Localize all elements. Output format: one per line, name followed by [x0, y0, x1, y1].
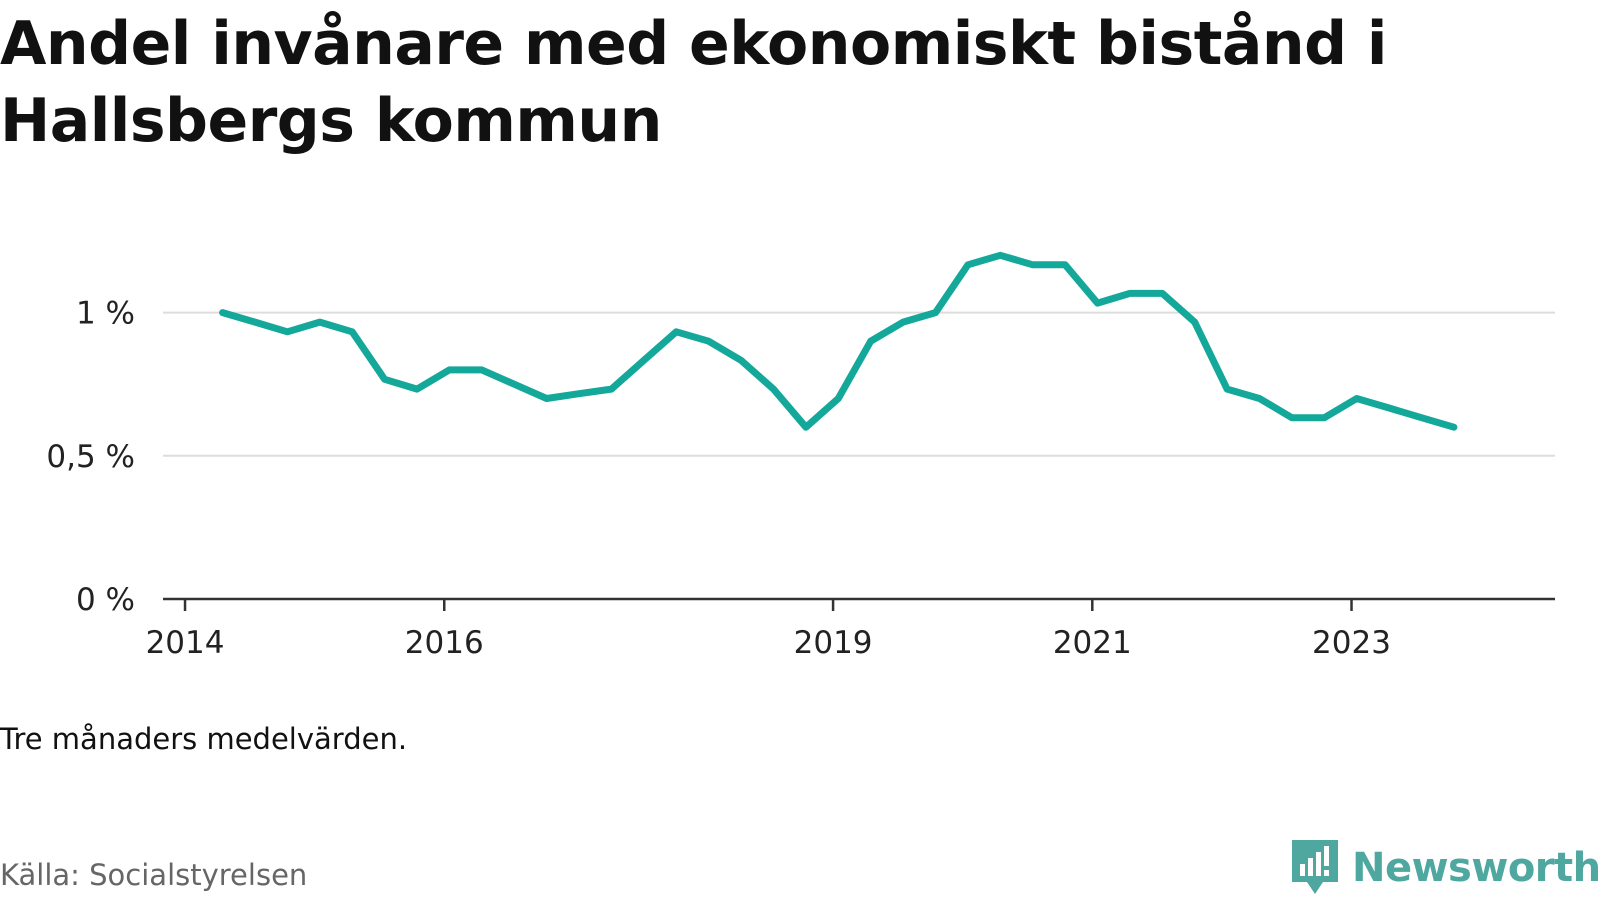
newsworthy-brand[interactable]: Newsworthy	[1290, 838, 1600, 898]
x-tick-label: 2021	[1053, 625, 1132, 661]
source-text: Källa: Socialstyrelsen	[0, 858, 308, 892]
x-tick-label: 2019	[794, 625, 873, 661]
chart-note: Tre månaders medelvärden.	[0, 722, 408, 756]
brand-name: Newsworthy	[1352, 845, 1600, 891]
chart-title: Andel invånare med ekonomiskt bistånd i …	[0, 9, 1387, 156]
y-axis: 0 % 0,5 % 1 %	[46, 296, 135, 618]
x-tick-label: 2016	[405, 625, 484, 661]
gridlines	[163, 311, 1555, 457]
line-chart: 0 % 0,5 % 1 % 2014 2016 2019 2021 2023	[46, 251, 1555, 661]
x-tick-label: 2023	[1312, 625, 1391, 661]
y-tick-label: 1 %	[76, 296, 135, 332]
newsworthy-logo-icon	[1292, 840, 1338, 894]
series-line	[219, 251, 1458, 431]
y-tick-label: 0 %	[76, 582, 135, 618]
x-tick-label: 2014	[146, 625, 225, 661]
x-axis: 2014 2016 2019 2021 2023	[146, 599, 1391, 661]
y-tick-label: 0,5 %	[46, 439, 135, 475]
